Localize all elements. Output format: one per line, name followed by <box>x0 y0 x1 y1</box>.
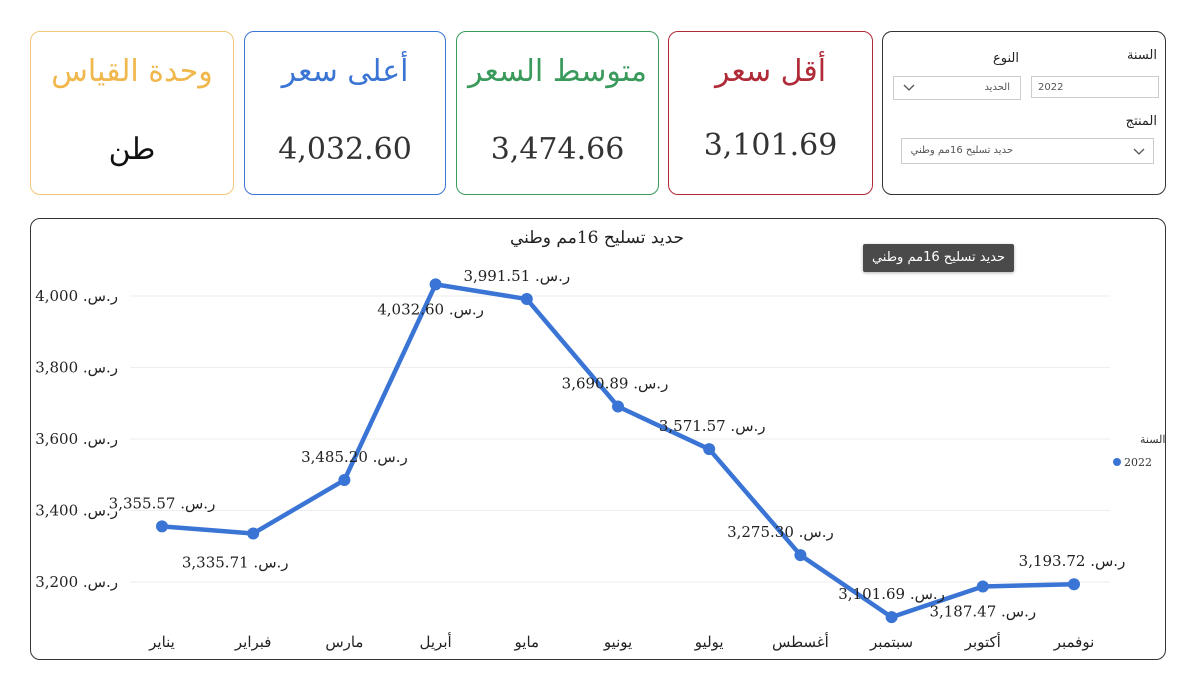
type-label: النوع <box>993 51 1019 66</box>
year-select-value: 2022 <box>1038 82 1064 93</box>
kpi-title-unit: وحدة القياس <box>51 54 213 89</box>
kpi-value-avg-price: 3,474.66 <box>490 132 625 167</box>
chevron-down-icon <box>903 84 915 91</box>
chart-card <box>30 218 1166 660</box>
kpi-title-avg-price: متوسط السعر <box>467 54 648 89</box>
product-select[interactable]: حديد تسليح 16مم وطني <box>901 138 1154 164</box>
year-select[interactable]: 2022 <box>1031 76 1159 98</box>
product-select-value: حديد تسليح 16مم وطني <box>910 145 1013 156</box>
product-label: المنتج <box>1125 114 1157 129</box>
series-tooltip: حديد تسليح 16مم وطني <box>863 244 1014 272</box>
kpi-value-max-price: 4,032.60 <box>278 132 412 167</box>
kpi-title-max-price: أعلى سعر <box>281 54 409 89</box>
kpi-card-unit: وحدة القياس طن <box>30 31 234 195</box>
kpi-value-min-price: 3,101.69 <box>703 128 838 163</box>
year-label: السنة <box>1126 48 1157 63</box>
type-select[interactable]: الحديد <box>893 76 1021 100</box>
kpi-card-avg-price: متوسط السعر 3,474.66 <box>456 31 659 195</box>
kpi-card-max-price: أعلى سعر 4,032.60 <box>244 31 446 195</box>
kpi-card-min-price: أقل سعر 3,101.69 <box>668 31 873 195</box>
kpi-value-unit: طن <box>108 132 156 167</box>
filters-panel: السنة النوع 2022 الحديد المنتج حديد تسلي… <box>882 31 1166 195</box>
type-select-value: الحديد <box>984 82 1010 93</box>
kpi-title-min-price: أقل سعر <box>714 54 827 89</box>
chevron-down-icon <box>1133 148 1145 155</box>
